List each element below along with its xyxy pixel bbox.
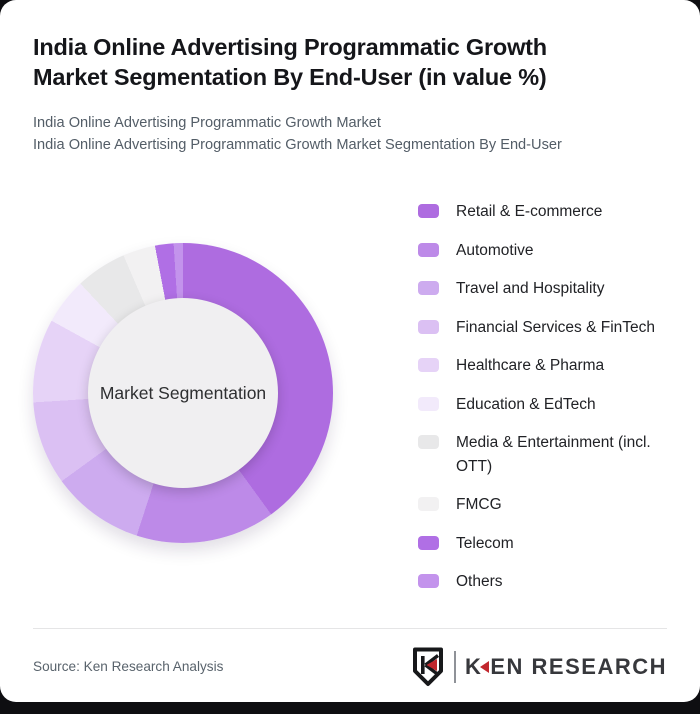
legend-item: Healthcare & Pharma [418, 354, 680, 378]
subtitle-line2: India Online Advertising Programmatic Gr… [33, 136, 562, 153]
legend-item: Financial Services & FinTech [418, 316, 680, 340]
legend-swatch [418, 435, 439, 449]
legend-item: FMCG [418, 493, 680, 517]
legend-swatch [418, 204, 439, 218]
legend-swatch [418, 396, 439, 411]
donut-center-label: Market Segmentation [99, 382, 267, 403]
legend-swatch [418, 281, 439, 295]
logo-divider [453, 651, 456, 683]
legend-label: Media & Entertainment (incl. OTT) [456, 434, 651, 475]
legend-swatch [418, 574, 439, 588]
brand-k: K [464, 654, 483, 679]
page-title-line2: Market Segmentation By End-User (in valu… [33, 63, 547, 90]
legend-label: Telecom [456, 534, 514, 552]
footer-divider [33, 628, 667, 629]
legend-item: Telecom [418, 532, 680, 556]
brand-rest: EN RESEARCH [490, 654, 667, 679]
legend-label: Financial Services & FinTech [456, 318, 655, 336]
brand-wordmark: K EN RESEARCH [465, 654, 667, 680]
chart-legend: Retail & E-commerce Automotive Travel and … [418, 200, 680, 609]
page-title: India Online Advertising Programmatic Gr… [33, 33, 547, 92]
legend-swatch [418, 242, 439, 257]
legend-item: Retail & E-commerce [418, 200, 680, 224]
legend-label: FMCG [456, 496, 502, 513]
legend-swatch [418, 535, 439, 550]
legend-item: Media & Entertainment (incl. OTT) [418, 431, 680, 478]
legend-label: Healthcare & Pharma [456, 357, 605, 374]
donut-center: Market Segmentation [88, 298, 278, 488]
legend-item: Automotive [418, 239, 680, 263]
legend-label: Education & EdTech [456, 395, 596, 413]
legend-item: Others [418, 570, 680, 594]
source-text: Source: Ken Research Analysis [33, 659, 224, 674]
donut-chart: Market Segmentation [33, 243, 333, 543]
chart-subtitle: India Online Advertising Programmatic Gr… [33, 113, 562, 156]
legend-item: Travel and Hospitality [418, 277, 680, 301]
shield-k-icon [412, 647, 443, 686]
legend-swatch [418, 358, 439, 372]
legend-swatch [418, 319, 439, 334]
brand-arrow-icon [480, 661, 490, 673]
ken-research-logo: K EN RESEARCH [410, 646, 667, 688]
subtitle-line1: India Online Advertising Programmatic Gr… [33, 115, 381, 131]
legend-swatch [418, 497, 439, 511]
legend-label: Others [456, 573, 503, 590]
page-title-line1: India Online Advertising Programmatic Gr… [33, 34, 547, 60]
legend-label: Automotive [456, 241, 534, 259]
legend-label: Retail & E-commerce [456, 203, 603, 220]
legend-label: Travel and Hospitality [456, 280, 605, 297]
legend-item: Education & EdTech [418, 393, 680, 417]
